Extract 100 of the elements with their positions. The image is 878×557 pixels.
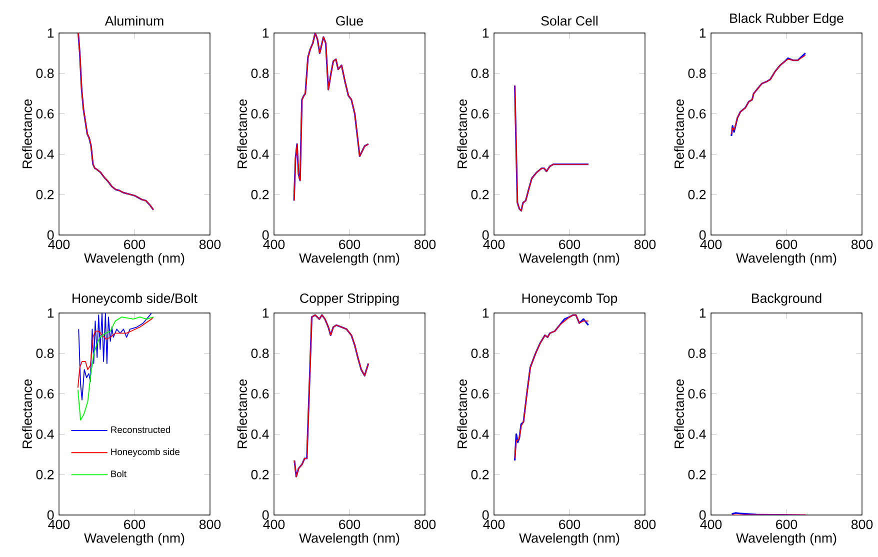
y-axis-title: Reflectance (237, 379, 247, 448)
y-tick-label: 0.4 (36, 149, 54, 159)
x-tick-label: 600 (559, 240, 580, 250)
y-tick-label: 0.8 (251, 348, 269, 358)
y-tick-label: 1 (482, 308, 489, 318)
y-tick-label: 1 (700, 308, 706, 318)
y-axis-title: Reflectance (457, 379, 467, 448)
y-tick-label: 0.4 (471, 149, 489, 159)
y-axis-title: Reflectance (457, 99, 467, 168)
y-tick-label: 0 (482, 230, 489, 240)
y-tick-label: 1 (262, 28, 269, 38)
y-tick-label: 0 (482, 510, 489, 520)
x-tick-label: 400 (263, 520, 285, 530)
y-tick-label: 0.6 (36, 109, 54, 119)
y-tick-label: 0.4 (251, 429, 269, 439)
chart-title: Aluminum (104, 16, 164, 26)
x-axis-title: Wavelength (nm) (519, 252, 620, 266)
chart-title: Honeycomb side/Bolt (72, 293, 198, 306)
x-tick-label: 800 (199, 240, 221, 250)
y-tick-label: 0.6 (36, 389, 54, 399)
chart-title: Glue (336, 16, 363, 26)
y-tick-label: 0.2 (36, 470, 54, 480)
y-tick-label: 0.6 (471, 389, 489, 399)
y-tick-label: 0.4 (688, 149, 706, 159)
y-tick-label: 0.8 (36, 68, 54, 78)
y-tick-label: 0.2 (471, 470, 489, 480)
x-tick-label: 400 (263, 240, 285, 250)
y-tick-label: 0.2 (36, 190, 54, 200)
y-tick-label: 0.2 (251, 190, 269, 200)
x-tick-label: 400 (483, 520, 505, 530)
y-tick-label: 0.6 (688, 109, 706, 119)
y-axis-title: Reflectance (22, 379, 32, 448)
y-tick-label: 0.2 (688, 190, 706, 200)
y-tick-label: 1 (700, 28, 706, 38)
legend-label: Reconstructed (111, 426, 170, 433)
y-tick-label: 0.2 (251, 470, 269, 480)
x-tick-label: 400 (700, 520, 722, 530)
y-tick-label: 0.8 (251, 68, 269, 78)
y-tick-label: 0.4 (251, 149, 269, 159)
y-axis-title: Reflectance (22, 99, 32, 168)
y-axis-title: Reflectance (674, 379, 684, 448)
y-tick-label: 0.4 (688, 429, 706, 439)
chart-title: Solar Cell (541, 16, 598, 26)
x-tick-label: 800 (634, 240, 656, 250)
y-tick-label: 1 (262, 308, 269, 318)
y-tick-label: 0 (47, 510, 54, 520)
y-tick-label: 0 (699, 230, 706, 240)
y-tick-label: 0.6 (688, 389, 706, 399)
legend-label: Honeycomb side (111, 448, 180, 457)
x-axis-title: Wavelength (nm) (736, 252, 836, 266)
x-tick-label: 400 (48, 240, 70, 250)
y-tick-label: 0 (47, 230, 54, 240)
y-tick-label: 0.8 (36, 348, 54, 358)
chart-title: Honeycomb Top (522, 293, 618, 306)
y-tick-label: 0.2 (688, 470, 706, 480)
x-axis-title: Wavelength (nm) (299, 252, 400, 266)
x-axis-title: Wavelength (nm) (519, 532, 620, 546)
line-series (77, 316, 154, 388)
y-tick-label: 1 (48, 308, 54, 318)
x-tick-label: 600 (339, 520, 360, 530)
y-tick-label: 0.8 (688, 348, 706, 358)
y-tick-label: 0.8 (471, 68, 489, 78)
x-tick-label: 600 (124, 240, 146, 250)
y-tick-label: 0 (262, 510, 269, 520)
x-axis-title: Wavelength (nm) (84, 252, 184, 266)
y-tick-label: 0.4 (36, 429, 54, 439)
chart-title: Copper Stripping (300, 293, 399, 306)
chart-title: Background (752, 293, 822, 306)
y-tick-label: 1 (482, 28, 489, 38)
x-tick-label: 600 (339, 240, 360, 250)
legend-label: Bolt (111, 470, 126, 478)
chart-title: Black Rubber Edge (730, 13, 844, 26)
x-axis-title: Wavelength (nm) (736, 532, 836, 546)
y-tick-label: 0.8 (471, 348, 489, 358)
x-tick-label: 800 (414, 240, 436, 250)
y-tick-label: 0.8 (688, 68, 706, 78)
x-tick-label: 400 (700, 240, 722, 250)
x-tick-label: 600 (776, 240, 798, 250)
y-axis-title: Reflectance (237, 99, 247, 168)
x-axis-title: Wavelength (nm) (299, 532, 400, 546)
x-tick-label: 600 (776, 520, 798, 530)
y-axis-title: Reflectance (674, 99, 684, 168)
x-tick-label: 800 (851, 520, 873, 530)
x-tick-label: 400 (48, 520, 70, 530)
x-tick-label: 600 (559, 520, 580, 530)
y-tick-label: 0.6 (251, 389, 269, 399)
x-tick-label: 800 (634, 520, 656, 530)
y-tick-label: 0.4 (471, 429, 489, 439)
x-tick-label: 800 (414, 520, 436, 530)
x-tick-label: 800 (851, 240, 873, 250)
y-tick-label: 0.6 (251, 109, 269, 119)
x-tick-label: 800 (199, 520, 221, 530)
y-tick-label: 0 (699, 510, 706, 520)
x-axis-title: Wavelength (nm) (84, 532, 184, 546)
x-tick-label: 600 (124, 520, 146, 530)
line-series (77, 316, 154, 421)
y-tick-label: 0.6 (471, 109, 489, 119)
y-tick-label: 0.2 (471, 190, 489, 200)
y-tick-label: 1 (48, 28, 54, 38)
line-series (78, 312, 152, 400)
